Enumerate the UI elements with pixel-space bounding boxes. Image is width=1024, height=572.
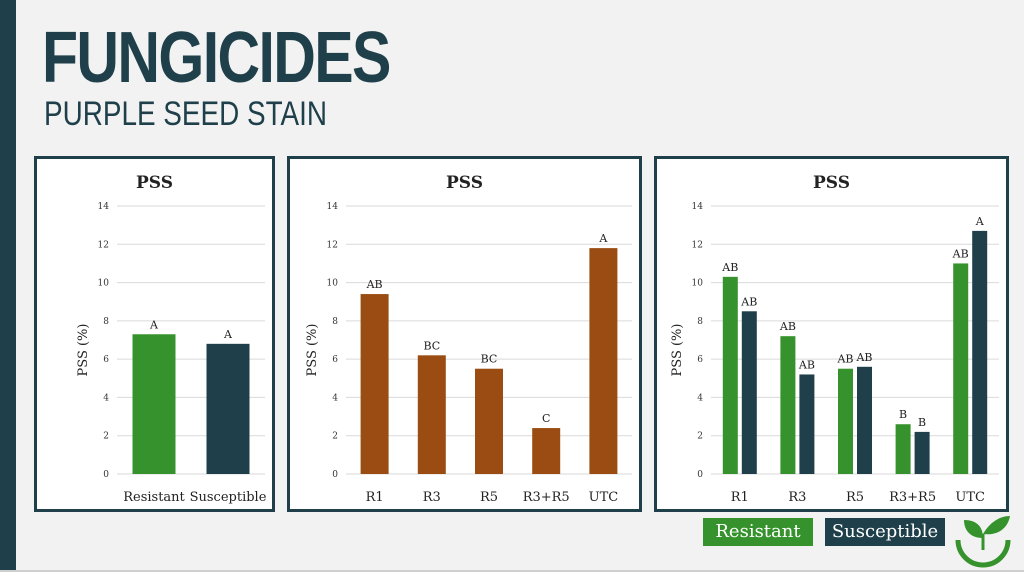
- y-tick-label: 0: [103, 470, 109, 480]
- bar-r3-susceptible: [799, 374, 815, 474]
- y-tick-label: 10: [327, 279, 339, 289]
- y-tick-label: 14: [692, 202, 704, 212]
- legend-resistant: Resistant: [703, 518, 813, 546]
- legend-susceptible: Susceptible: [825, 518, 945, 546]
- y-tick-label: 12: [327, 240, 338, 250]
- bar-significance-label: AB: [721, 261, 738, 274]
- bar-significance-label: C: [542, 412, 550, 425]
- y-axis-label: PSS (%): [670, 324, 685, 377]
- bar-utc-susceptible: [972, 230, 988, 474]
- bar-significance-label: AB: [836, 353, 853, 366]
- bar-r5-resistant: [838, 368, 853, 474]
- chart-title: PSS: [136, 173, 173, 193]
- x-category-label: R3+R5: [889, 490, 936, 505]
- bar-utc: [589, 248, 618, 474]
- x-category-label: R3+R5: [523, 490, 570, 505]
- y-tick-label: 8: [697, 317, 703, 327]
- bottom-divider: [0, 570, 1024, 572]
- bar-significance-label: AB: [952, 247, 969, 260]
- x-category-label: UTC: [589, 490, 619, 505]
- bar-significance-label: AB: [779, 320, 796, 333]
- bar-r3-r5-resistant: [895, 424, 911, 474]
- y-tick-label: 4: [103, 393, 109, 403]
- bar-significance-label: A: [149, 318, 159, 331]
- y-tick-label: 8: [103, 317, 109, 327]
- chart-variety-svg: PSS 0 2 4 6 8 10 12 14 PSS (%) A Resistant A Suscepti…: [76, 173, 267, 505]
- y-tick-label: 14: [98, 202, 110, 212]
- bar-significance-label: AB: [855, 351, 872, 364]
- bar-r1-resistant: [722, 276, 738, 474]
- x-category-label: UTC: [955, 490, 985, 505]
- y-tick-label: 8: [332, 317, 338, 327]
- chart-title: PSS: [813, 173, 850, 193]
- y-tick-label: 4: [332, 393, 338, 403]
- x-category-label: R5: [846, 490, 864, 505]
- y-tick-label: 6: [332, 355, 338, 365]
- y-tick-label: 2: [332, 432, 338, 442]
- bar-significance-label: AB: [740, 295, 757, 308]
- chart-timing-svg: PSS 0 2 4 6 8 10 12 14 PSS (%) AB R1 BC R3 BC R5 C R3+R5 A…: [305, 173, 632, 505]
- page-title: FUNGICIDES: [42, 18, 391, 98]
- bar-resistant: [132, 334, 176, 474]
- bar-significance-label: BC: [423, 339, 440, 352]
- x-category-label: R5: [480, 490, 498, 505]
- left-accent-bar: [0, 0, 16, 572]
- bar-r3-r5-susceptible: [914, 431, 930, 474]
- legend-resistant-label: Resistant: [715, 521, 801, 542]
- y-tick-label: 6: [103, 355, 109, 365]
- y-tick-label: 4: [697, 393, 703, 403]
- x-category-label: Susceptible: [190, 490, 267, 505]
- bar-significance-label: AB: [366, 278, 383, 291]
- leaf-sprout-icon: [955, 516, 1011, 568]
- x-category-label: Resistant: [123, 490, 185, 505]
- y-tick-label: 10: [98, 279, 110, 289]
- bar-utc-resistant: [953, 263, 969, 474]
- x-category-label: R3: [423, 490, 441, 505]
- bar-r5: [475, 368, 503, 474]
- x-category-label: R3: [788, 490, 806, 505]
- y-tick-label: 10: [692, 279, 704, 289]
- bar-r3: [417, 355, 446, 474]
- y-tick-label: 0: [332, 470, 338, 480]
- bar-significance-label: AB: [798, 358, 815, 371]
- chart-panel-variety: PSS 0 2 4 6 8 10 12 14 PSS (%) A Resistant A Suscepti…: [34, 156, 275, 512]
- y-axis-label: PSS (%): [76, 324, 91, 377]
- x-category-label: R1: [366, 490, 384, 505]
- y-tick-label: 6: [697, 355, 703, 365]
- bar-susceptible: [206, 343, 250, 474]
- bar-r1: [360, 294, 389, 474]
- chart-panel-timing-by-variety: PSS 0 2 4 6 8 10 12 14 PSS (%) AB AB R1 AB AB R3 AB AB R5 B…: [654, 156, 1009, 512]
- y-tick-label: 12: [98, 240, 109, 250]
- bar-r5-susceptible: [857, 366, 872, 474]
- y-tick-label: 2: [697, 432, 703, 442]
- chart-title: PSS: [446, 173, 483, 193]
- y-tick-label: 2: [103, 432, 109, 442]
- bar-significance-label: B: [899, 408, 907, 421]
- bar-r3-r5: [532, 428, 561, 474]
- bar-significance-label: A: [975, 215, 985, 228]
- bar-r3-resistant: [780, 336, 796, 474]
- x-category-label: R1: [731, 490, 749, 505]
- page-subtitle: PURPLE SEED STAIN: [44, 95, 328, 133]
- y-tick-label: 0: [697, 470, 703, 480]
- bar-significance-label: A: [223, 328, 233, 341]
- bar-r1-susceptible: [741, 311, 757, 474]
- bar-significance-label: B: [918, 416, 926, 429]
- y-tick-label: 14: [327, 202, 339, 212]
- legend-susceptible-label: Susceptible: [831, 521, 939, 542]
- bar-significance-label: A: [598, 232, 608, 245]
- y-tick-label: 12: [692, 240, 703, 250]
- chart-panel-timing: PSS 0 2 4 6 8 10 12 14 PSS (%) AB R1 BC R3 BC R5 C R3+R5 A…: [287, 156, 642, 512]
- y-axis-label: PSS (%): [305, 324, 320, 377]
- bar-significance-label: BC: [481, 353, 498, 366]
